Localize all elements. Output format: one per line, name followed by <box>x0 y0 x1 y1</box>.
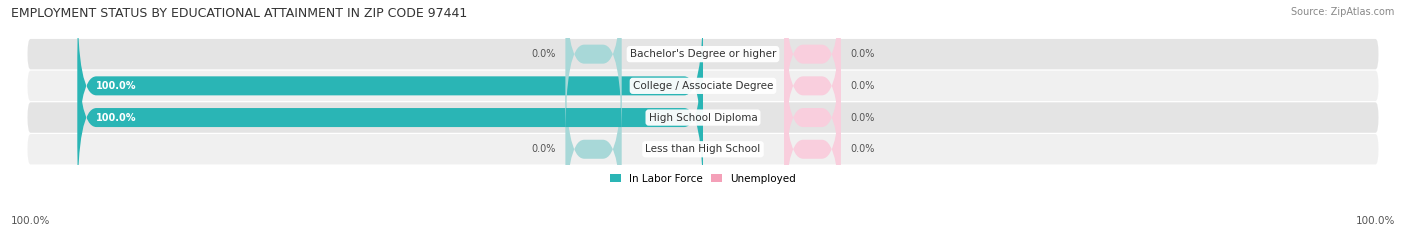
Text: Less than High School: Less than High School <box>645 144 761 154</box>
FancyBboxPatch shape <box>785 0 841 171</box>
FancyBboxPatch shape <box>565 64 621 233</box>
Text: College / Associate Degree: College / Associate Degree <box>633 81 773 91</box>
Text: 100.0%: 100.0% <box>96 113 136 123</box>
FancyBboxPatch shape <box>28 71 1378 101</box>
Text: High School Diploma: High School Diploma <box>648 113 758 123</box>
FancyBboxPatch shape <box>77 0 703 171</box>
Text: 100.0%: 100.0% <box>11 216 51 226</box>
Text: 100.0%: 100.0% <box>1355 216 1395 226</box>
FancyBboxPatch shape <box>28 102 1378 133</box>
FancyBboxPatch shape <box>77 32 703 203</box>
Text: Bachelor's Degree or higher: Bachelor's Degree or higher <box>630 49 776 59</box>
Text: 0.0%: 0.0% <box>851 81 875 91</box>
FancyBboxPatch shape <box>28 39 1378 69</box>
Text: 0.0%: 0.0% <box>851 144 875 154</box>
FancyBboxPatch shape <box>28 134 1378 164</box>
Text: 0.0%: 0.0% <box>531 49 555 59</box>
Text: Source: ZipAtlas.com: Source: ZipAtlas.com <box>1291 7 1395 17</box>
FancyBboxPatch shape <box>785 32 841 203</box>
FancyBboxPatch shape <box>785 64 841 233</box>
FancyBboxPatch shape <box>785 0 841 140</box>
Legend: In Labor Force, Unemployed: In Labor Force, Unemployed <box>606 169 800 188</box>
Text: 0.0%: 0.0% <box>851 49 875 59</box>
Text: 0.0%: 0.0% <box>851 113 875 123</box>
Text: 0.0%: 0.0% <box>531 144 555 154</box>
FancyBboxPatch shape <box>565 0 621 140</box>
Text: 100.0%: 100.0% <box>96 81 136 91</box>
Text: EMPLOYMENT STATUS BY EDUCATIONAL ATTAINMENT IN ZIP CODE 97441: EMPLOYMENT STATUS BY EDUCATIONAL ATTAINM… <box>11 7 468 20</box>
